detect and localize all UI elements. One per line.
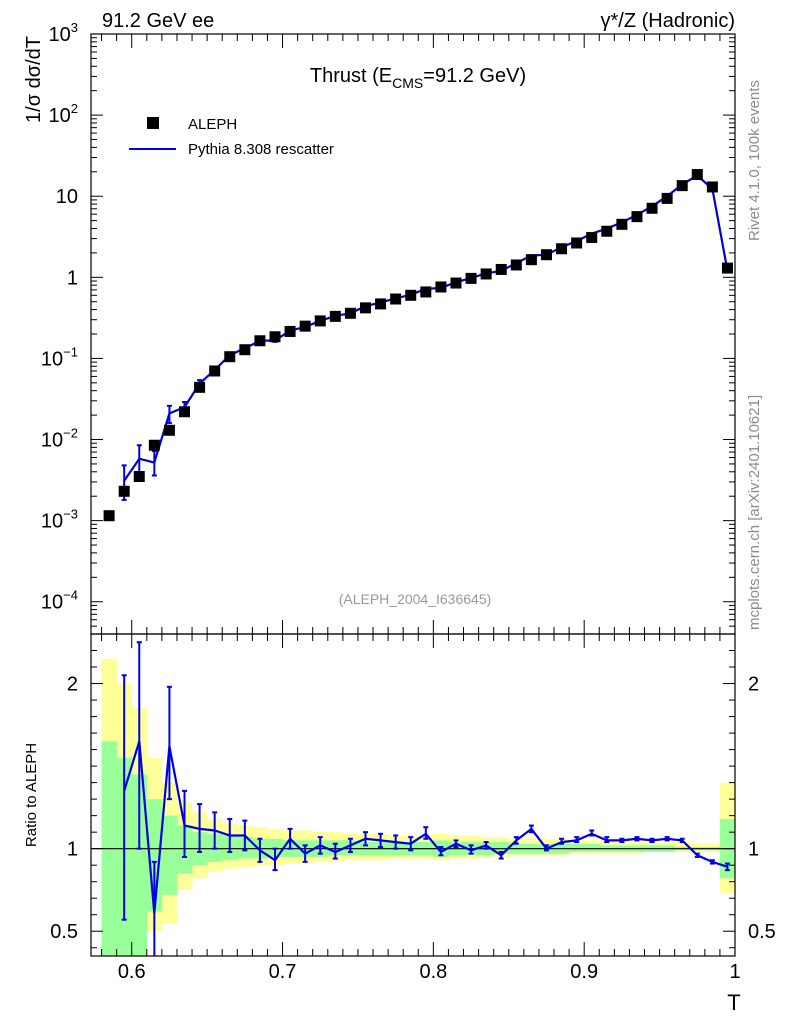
uncertainty-band-green [161, 815, 178, 895]
aleph-data-point [209, 365, 221, 377]
aleph-data-point [525, 254, 537, 266]
y-axis-label: 1/σ dσ/dT [23, 36, 45, 123]
ratio-y-tick-label-left: 2 [67, 674, 78, 696]
aleph-data-point [676, 180, 688, 192]
aleph-data-point [103, 510, 115, 522]
y-tick-label: 10−2 [41, 426, 78, 452]
aleph-data-point [314, 315, 326, 327]
aleph-data-point [224, 351, 236, 363]
uncertainty-band-green [569, 843, 585, 852]
aleph-data-point [133, 470, 145, 482]
x-tick-label: 0.8 [419, 961, 447, 983]
mcplots-reference-label: mcplots.cern.ch [arXiv:2401.10621] [746, 394, 763, 630]
aleph-data-point [435, 281, 447, 293]
aleph-data-point [148, 439, 160, 451]
aleph-data-point [450, 277, 462, 289]
legend-label-aleph: ALEPH [188, 116, 237, 133]
header-energy-label: 91.2 GeV ee [102, 10, 214, 32]
aleph-data-point [239, 344, 251, 356]
x-axis-label: T [727, 990, 740, 1015]
aleph-data-point [646, 202, 658, 214]
y-tick-label: 10−1 [41, 344, 78, 370]
aleph-data-point [194, 381, 206, 393]
legend-marker-aleph [147, 117, 159, 129]
aleph-data-point [344, 307, 356, 319]
rivet-version-label: Rivet 4.1.0, 100k events [746, 80, 763, 241]
x-tick-label: 0.6 [118, 961, 146, 983]
x-tick-label: 1 [729, 961, 740, 983]
ratio-y-axis-label: Ratio to ALEPH [23, 743, 40, 847]
x-tick-label: 0.9 [570, 961, 598, 983]
aleph-data-point [616, 218, 628, 230]
ratio-y-tick-label-left: 0.5 [50, 921, 78, 943]
aleph-data-point [495, 263, 507, 275]
y-tick-label: 102 [49, 101, 78, 127]
aleph-data-point [556, 243, 568, 255]
aleph-data-point [405, 289, 417, 301]
ratio-y-tick-label-right: 0.5 [748, 921, 776, 943]
uncertainty-band-green [493, 842, 510, 854]
aleph-data-point [706, 181, 718, 193]
y-tick-label: 103 [49, 20, 78, 46]
aleph-data-point [510, 259, 522, 271]
aleph-data-point [359, 302, 371, 314]
aleph-data-point [179, 406, 191, 418]
uncertainty-band-green [584, 843, 600, 852]
aleph-data-point [420, 286, 432, 298]
aleph-data-point [586, 231, 598, 243]
x-tick-label: 0.7 [269, 961, 297, 983]
legend: ALEPH Pythia 8.308 rescatter [129, 116, 334, 158]
main-plot-panel: 10−4 10−3 10−2 10−1 1 10 102 103 Thrust (ECMS=9… [23, 20, 736, 635]
aleph-data-point [601, 225, 613, 237]
ratio-plot-panel: 0.5 0.5 1 1 2 2 0.6 0.7 0.8 0.9 1 Ratio to ALEPH T [23, 633, 776, 1015]
aleph-data-point [163, 424, 175, 436]
aleph-data-point [631, 211, 643, 223]
ratio-y-tick-label-right: 2 [748, 674, 759, 696]
plot-title: Thrust (ECMS=91.2 GeV) [310, 65, 526, 91]
analysis-tag: (ALEPH_2004_I636645) [339, 591, 492, 607]
aleph-data-point [721, 262, 733, 274]
aleph-data-point [390, 293, 402, 305]
aleph-data-point [375, 298, 387, 310]
ratio-y-tick-label-left: 1 [67, 839, 78, 861]
aleph-data-point [691, 169, 703, 181]
uncertainty-band-green [131, 774, 148, 956]
aleph-data-point [480, 268, 492, 280]
aleph-data-point [284, 325, 296, 337]
aleph-data-point [661, 192, 673, 204]
aleph-data-point [571, 237, 583, 249]
aleph-data-point [254, 335, 266, 347]
y-tick-label: 1 [67, 267, 78, 289]
y-tick-label: 10−4 [41, 588, 78, 614]
aleph-data-point [299, 320, 311, 332]
header-process-label: γ*/Z (Hadronic) [601, 10, 735, 32]
y-tick-label: 10 [56, 186, 78, 208]
aleph-data-point [465, 272, 477, 284]
aleph-data-point [118, 485, 130, 497]
aleph-data-point [329, 310, 341, 322]
ratio-plot-frame [90, 633, 736, 957]
y-tick-label: 10−3 [41, 507, 78, 533]
aleph-data-point [540, 249, 552, 261]
ratio-y-tick-label-right: 1 [748, 839, 759, 861]
aleph-data-point [269, 331, 281, 343]
legend-label-pythia: Pythia 8.308 rescatter [188, 141, 334, 158]
